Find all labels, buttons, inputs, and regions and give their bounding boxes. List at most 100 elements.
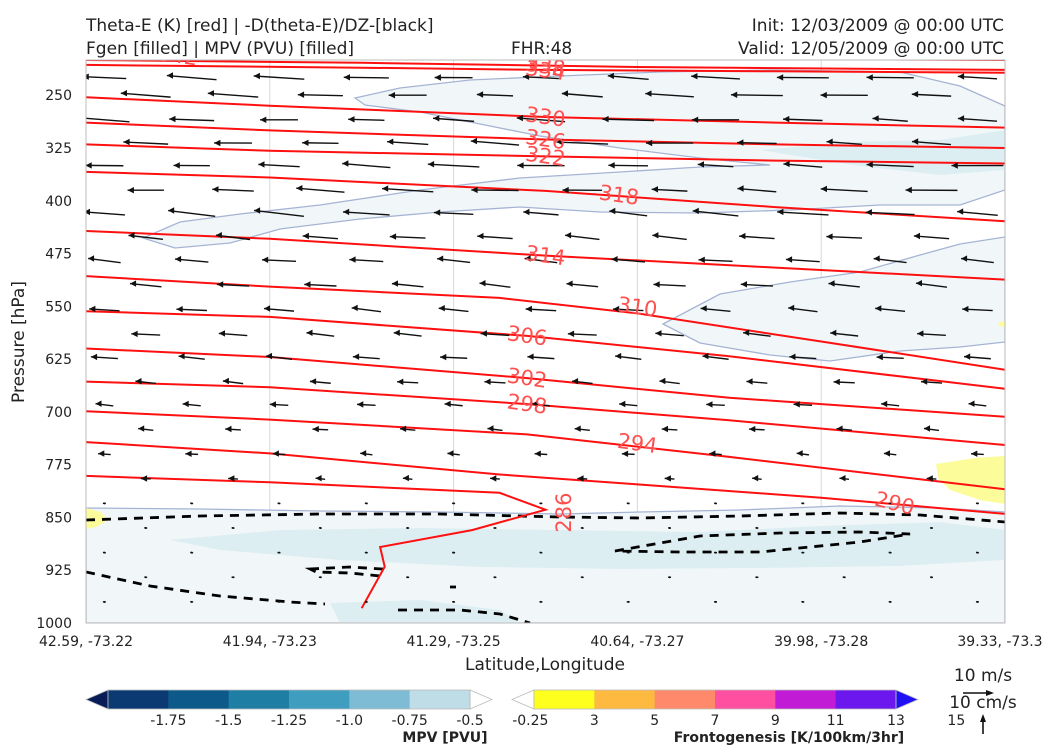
wind-vector: [691, 75, 740, 80]
wind-vector-head: [881, 400, 888, 408]
wind-vector: [207, 92, 259, 98]
wind-vector-head: [79, 115, 85, 121]
wind-vector: [433, 211, 474, 215]
theta-e-label: 294: [616, 429, 659, 458]
theta-e-contour-294: [86, 410, 1005, 491]
wind-vector-head: [737, 139, 744, 146]
wind-vector-dot: [190, 502, 193, 505]
wind-vector-head: [961, 255, 968, 262]
wind-vector-head: [913, 232, 920, 240]
wind-vector: [737, 187, 777, 193]
wind-vector-head: [479, 280, 486, 287]
wind-reference-vertical: 10 cm/s: [949, 693, 1017, 713]
wind-vector-head: [470, 137, 477, 145]
wind-vector-dot: [103, 502, 106, 505]
wind-vector-head: [866, 161, 873, 168]
fgen-fill-left: [86, 508, 108, 529]
wind-vector-head: [176, 306, 183, 313]
wind-vector-head: [752, 475, 759, 482]
theta-e-label: 286: [552, 492, 576, 532]
y-tick-label: 475: [45, 247, 72, 263]
y-tick-label: 325: [45, 141, 72, 157]
wind-vector-head: [265, 352, 272, 360]
wind-vector-head: [306, 329, 313, 336]
wind-vector-head: [826, 233, 833, 240]
wind-vector-head: [789, 353, 796, 360]
colorbar-extend-low: [84, 689, 109, 710]
theta-e-label: 342: [156, 41, 199, 70]
wind-vector-head: [645, 139, 653, 147]
wind-vector-head: [438, 305, 445, 312]
wind-vector: [254, 209, 304, 218]
wind-vector-head: [839, 475, 846, 482]
wind-vector-dot: [930, 526, 933, 529]
wind-vector-head: [826, 138, 833, 145]
wind-vector-head: [730, 91, 738, 98]
wind-vector-head: [484, 378, 491, 385]
wind-vector-dot: [889, 502, 892, 505]
wind-vector-head: [607, 72, 614, 80]
wind-vector-head: [302, 139, 309, 146]
wind-vector-head: [427, 161, 435, 168]
title-line-1: Theta-E (K) [red] | -D(theta-E)/DZ-[blac…: [85, 16, 434, 36]
wind-vector-head: [253, 72, 260, 80]
wind-vector-head: [342, 160, 349, 167]
wind-reference-h-arrowhead: [986, 690, 994, 696]
wind-vector-head: [706, 401, 713, 408]
y-tick-label: 400: [45, 194, 72, 210]
wind-vector-dot: [581, 526, 584, 529]
wind-vector-dot: [976, 600, 979, 603]
wind-vector-head: [262, 256, 269, 263]
wind-vector: [608, 164, 649, 167]
wind-vector: [471, 189, 519, 192]
fgen-colorbar: 3 5 7 9 11 13 15: [510, 689, 965, 729]
x-tick-label: 39.98, -73.28: [774, 634, 868, 650]
wind-vector-head: [477, 232, 484, 240]
wind-vector-head: [793, 401, 800, 408]
wind-vector-head: [264, 305, 271, 312]
wind-vector-head: [360, 450, 367, 457]
wind-vector-head: [490, 475, 497, 482]
wind-vector-head: [661, 425, 668, 433]
wind-vector-head: [393, 329, 400, 336]
wind-vector-head: [776, 74, 784, 81]
wind-vector-head: [168, 207, 175, 214]
colorbar-tick-label: -1.25: [271, 713, 307, 729]
wind-vector-head: [447, 450, 454, 457]
wind-vector-dot: [581, 576, 584, 579]
wind-vector: [783, 118, 823, 122]
wind-vector-dot: [843, 576, 846, 579]
wind-vector-dot: [627, 600, 630, 603]
x-tick-label: 39.33, -73.3: [957, 634, 1042, 650]
wind-vector: [957, 75, 998, 80]
wind-vector-dot: [277, 551, 280, 554]
theta-e-label: 298: [506, 389, 549, 418]
wind-vector-dot: [539, 600, 542, 603]
wind-vector: [296, 187, 345, 193]
theta-e-label: 314: [524, 241, 567, 270]
wind-vector: [342, 162, 391, 169]
stability-dashed-contours: [86, 511, 1005, 623]
wind-vector: [343, 76, 389, 79]
wind-vector-head: [796, 450, 803, 457]
wind-vector: [433, 117, 475, 123]
wind-vector-head: [525, 305, 532, 313]
wind-vector-head: [964, 353, 971, 360]
theta-e-label: 322: [524, 142, 567, 171]
wind-vector-head: [169, 115, 176, 123]
wind-vector-head: [260, 116, 267, 123]
plot-area: 3423383343303263223183143103063022982942…: [79, 41, 1006, 624]
wind-vector-head: [212, 186, 219, 193]
wind-vector-head: [833, 378, 840, 386]
wind-vector-head: [572, 378, 579, 385]
y-tick-label: 550: [45, 299, 72, 315]
colorbar-extend-low: [510, 689, 535, 710]
y-tick-label: 775: [45, 458, 72, 474]
colorbar-tick-label: -0.75: [392, 713, 428, 729]
wind-vector-head: [697, 161, 704, 168]
wind-vector: [166, 74, 217, 81]
wind-vector-dot: [627, 502, 630, 505]
wind-vector-head: [602, 115, 609, 123]
colorbar-extend-high: [895, 689, 920, 710]
wind-vector-head: [692, 207, 699, 215]
